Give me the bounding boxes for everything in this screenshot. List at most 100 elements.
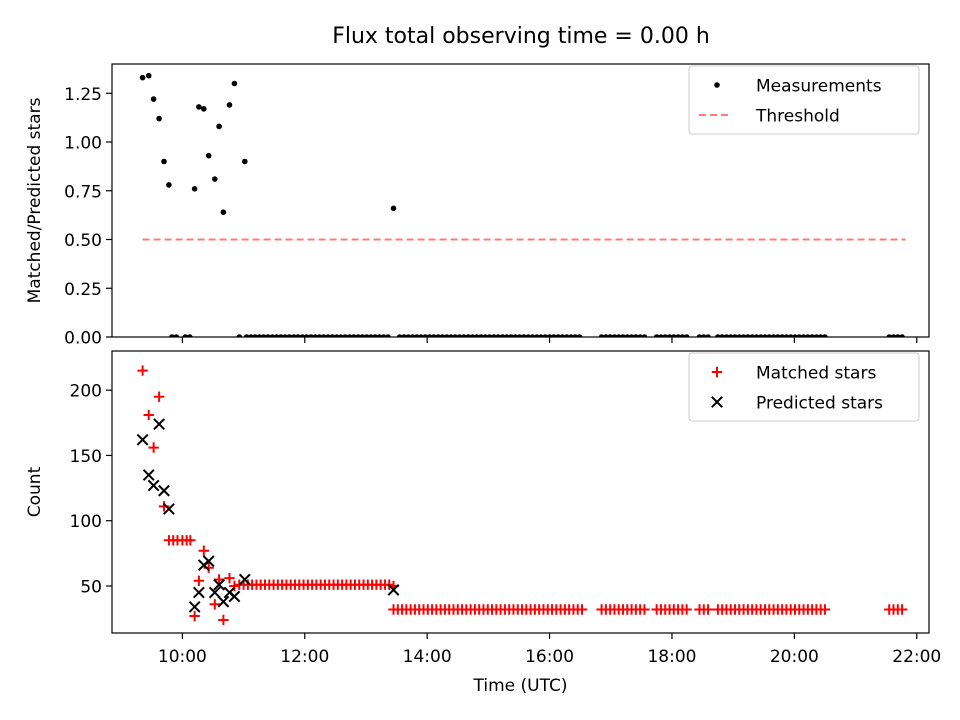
data-point xyxy=(139,74,146,81)
data-point xyxy=(148,442,159,453)
y-axis-label: Count xyxy=(25,466,45,517)
data-point xyxy=(525,334,531,337)
data-point xyxy=(516,334,523,337)
data-point xyxy=(787,334,794,337)
data-point xyxy=(727,334,734,337)
data-point xyxy=(380,334,387,337)
data-point xyxy=(409,334,416,337)
data-point xyxy=(333,334,340,337)
data-point xyxy=(308,334,314,337)
data-point xyxy=(196,104,202,110)
data-point xyxy=(413,334,420,337)
data-point xyxy=(161,158,167,165)
data-point xyxy=(576,334,583,337)
data-point xyxy=(503,334,510,337)
data-point xyxy=(456,334,463,337)
data-point xyxy=(290,334,297,337)
data-point xyxy=(819,604,831,615)
data-point xyxy=(568,334,574,337)
data-point xyxy=(620,334,626,337)
data-point xyxy=(153,391,165,402)
data-point xyxy=(312,334,318,337)
legend-label: Threshold xyxy=(755,107,840,127)
data-point xyxy=(213,578,226,591)
data-point xyxy=(238,573,251,586)
legend-swatch xyxy=(711,396,723,408)
y-tick-label: 0.75 xyxy=(64,182,102,202)
data-point xyxy=(368,334,374,337)
data-point xyxy=(396,334,403,337)
data-point xyxy=(145,72,152,79)
data-point xyxy=(205,152,212,159)
data-point xyxy=(269,334,276,337)
data-point xyxy=(478,334,484,337)
data-point xyxy=(783,334,790,337)
data-point xyxy=(624,334,631,337)
x-tick-label: 22:00 xyxy=(892,647,941,667)
data-point xyxy=(217,595,230,608)
data-point xyxy=(482,334,489,337)
bottom-plot-area xyxy=(136,365,908,626)
data-point xyxy=(142,469,155,481)
y-tick-label: 100 xyxy=(70,512,102,532)
data-point xyxy=(320,334,327,337)
data-point xyxy=(418,334,424,337)
data-point xyxy=(700,334,707,337)
data-point xyxy=(136,433,149,446)
data-point xyxy=(166,182,172,188)
data-point xyxy=(551,334,557,337)
data-point xyxy=(563,334,570,337)
data-point xyxy=(316,334,323,337)
data-point xyxy=(491,334,497,337)
data-point xyxy=(723,334,730,337)
data-point xyxy=(355,334,361,337)
data-point xyxy=(169,334,175,337)
y-tick-label: 1.25 xyxy=(64,85,102,105)
bottom-series xyxy=(137,365,908,626)
data-point xyxy=(679,334,686,337)
data-point xyxy=(521,334,527,337)
data-point xyxy=(899,334,905,337)
data-point xyxy=(745,334,751,337)
data-point xyxy=(598,334,605,337)
data-point xyxy=(890,334,897,337)
data-point xyxy=(342,334,348,337)
legend-label: Predicted stars xyxy=(756,394,883,414)
data-point xyxy=(607,334,613,337)
x-tick-label: 18:00 xyxy=(647,647,696,667)
data-point xyxy=(422,334,429,337)
data-point xyxy=(732,334,738,337)
data-point xyxy=(202,555,215,568)
data-point xyxy=(822,334,828,337)
data-point xyxy=(770,334,777,337)
data-point xyxy=(508,334,514,337)
data-point xyxy=(189,610,200,622)
data-point xyxy=(702,604,714,615)
data-point xyxy=(401,334,407,337)
data-point xyxy=(512,334,519,337)
legend-box xyxy=(688,352,920,422)
legend-label: Matched stars xyxy=(756,364,876,384)
data-point xyxy=(683,334,690,337)
data-point xyxy=(303,334,310,337)
data-point xyxy=(191,186,198,192)
legend-box xyxy=(688,65,920,135)
data-point xyxy=(615,334,622,337)
top-series xyxy=(139,72,905,337)
data-point xyxy=(435,334,441,337)
data-point xyxy=(248,334,254,337)
data-point xyxy=(299,334,306,337)
data-point xyxy=(143,409,154,421)
data-point xyxy=(775,334,781,337)
data-point xyxy=(753,334,760,337)
top-panel: 0.00 0.25 0.50 0.75 1.00 1.25 Matched/Predicte… xyxy=(25,63,930,349)
data-point xyxy=(405,334,411,337)
data-point xyxy=(792,334,798,337)
data-point xyxy=(359,334,366,337)
data-point xyxy=(193,575,205,586)
data-point xyxy=(243,334,250,337)
data-point xyxy=(325,334,331,337)
data-point xyxy=(192,586,205,599)
data-point xyxy=(762,334,768,337)
data-point xyxy=(185,535,196,546)
